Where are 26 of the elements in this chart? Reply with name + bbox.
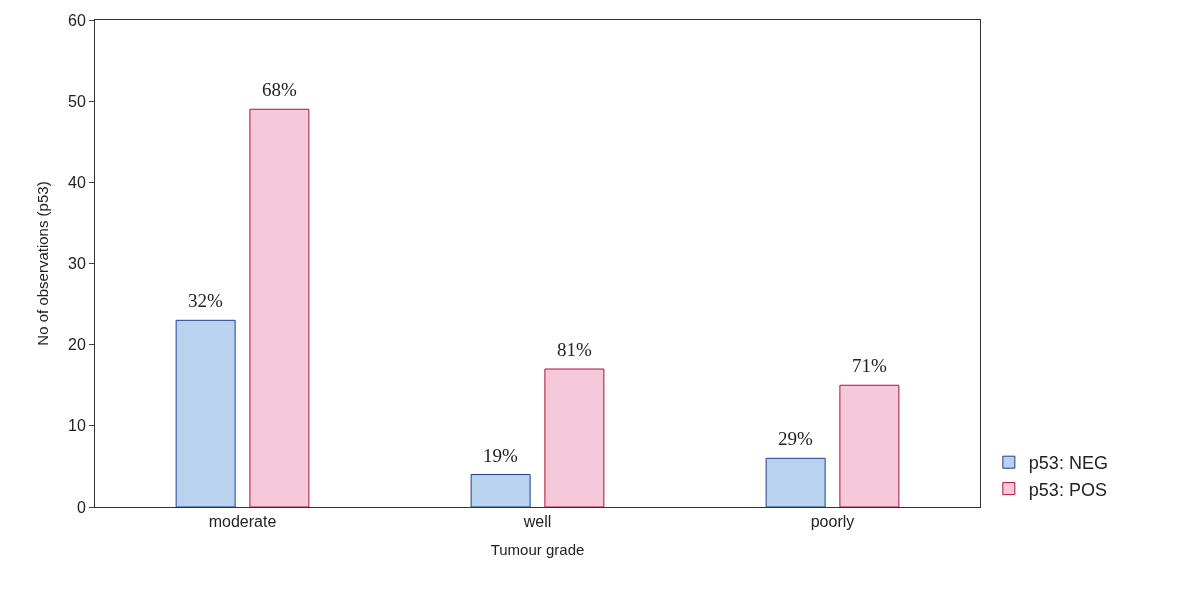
legend-label: p53: POS: [1028, 479, 1107, 500]
bar: [765, 457, 826, 507]
y-tick-label: 40: [68, 173, 86, 191]
annotation: 19%: [483, 445, 518, 466]
annotation: 81%: [557, 339, 592, 360]
bar: [249, 108, 310, 507]
annotation: 29%: [778, 428, 813, 449]
bar: [839, 384, 900, 507]
y-tick-label: 20: [68, 336, 86, 354]
x-axis-title: Tumour grade: [490, 541, 585, 559]
annotation: 68%: [262, 79, 297, 100]
x-tick-label: poorly: [810, 513, 855, 531]
annotation: 71%: [852, 355, 887, 376]
y-tick-label: 0: [76, 498, 86, 516]
y-tick-label: 30: [68, 255, 86, 273]
x-tick-label: well: [522, 513, 552, 531]
y-tick-label: 10: [68, 417, 86, 435]
legend-label: p53: NEG: [1028, 453, 1108, 474]
bar: [470, 474, 531, 507]
y-tick-label: 50: [68, 92, 86, 110]
annotation: 32%: [188, 290, 223, 311]
bar: [544, 368, 605, 507]
x-tick-label: moderate: [208, 513, 277, 531]
y-tick-label: 60: [68, 11, 86, 29]
y-axis-title: No of observations (p53): [34, 181, 52, 346]
bar: [175, 319, 236, 507]
